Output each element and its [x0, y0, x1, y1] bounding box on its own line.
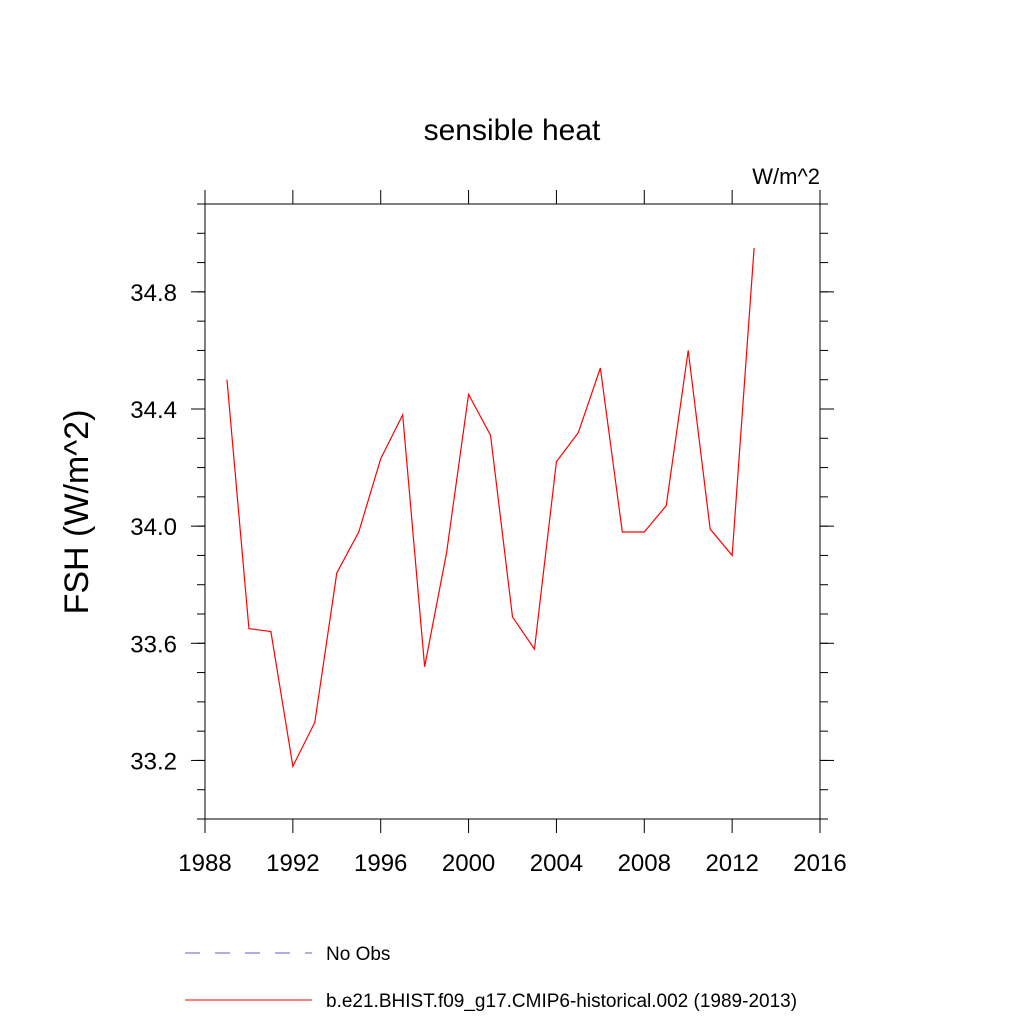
x-tick-label: 1996	[354, 850, 407, 877]
y-tick-label: 34.0	[130, 514, 177, 541]
y-tick-label: 33.6	[130, 631, 177, 658]
chart-title: sensible heat	[424, 114, 601, 147]
legend-label: No Obs	[326, 944, 390, 965]
y-tick-label: 34.4	[130, 397, 177, 424]
x-tick-label: 1988	[178, 850, 231, 877]
x-tick-label: 2004	[530, 850, 583, 877]
y-tick-labels: 33.2 33.6 34.0 34.4 34.8	[130, 280, 177, 776]
x-tick-label: 2000	[442, 850, 495, 877]
x-tick-labels: 1988 1992 1996 2000 2004 2008 2012 2016	[178, 850, 846, 877]
x-tick-label: 2008	[618, 850, 671, 877]
series-line	[226, 247, 755, 769]
x-tick-label: 2012	[705, 850, 758, 877]
y-tick-label: 34.8	[130, 280, 177, 307]
series-layer	[226, 247, 755, 769]
axis-ticks	[191, 190, 834, 833]
legend-label: b.e21.BHIST.f09_g17.CMIP6-historical.002…	[326, 991, 797, 1012]
legend: No Obs b.e21.BHIST.f09_g17.CMIP6-historic…	[185, 944, 797, 1012]
plot-frame	[204, 203, 821, 820]
units-label: W/m^2	[752, 164, 820, 189]
x-tick-label: 1992	[266, 850, 319, 877]
x-tick-label: 2016	[793, 850, 846, 877]
y-axis-label: FSH (W/m^2)	[58, 410, 96, 615]
y-tick-label: 33.2	[130, 748, 177, 775]
